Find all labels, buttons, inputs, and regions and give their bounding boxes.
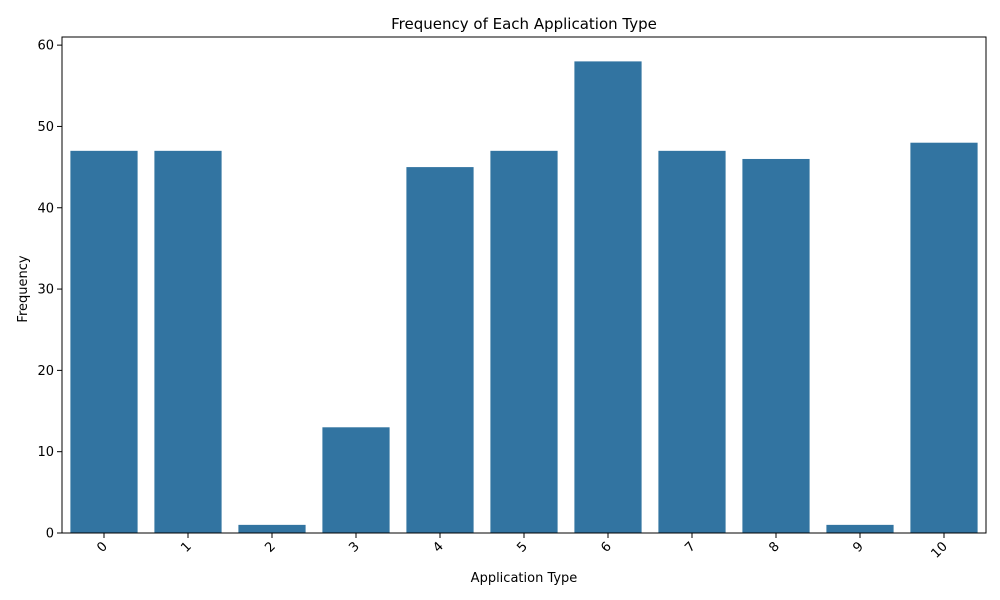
x-axis-label: Application Type [471,571,578,586]
y-axis-label: Frequency [16,255,31,322]
x-tick-label: 6 [598,539,614,555]
x-axis: 0 1 2 3 4 5 6 7 8 9 10 [94,533,951,562]
bar-5 [490,150,558,533]
x-tick-label: 2 [262,539,278,555]
y-tick-label: 30 [37,283,54,298]
y-axis: 0 10 20 30 40 50 60 [37,39,62,542]
bar-2 [238,524,306,533]
y-tick-label: 60 [37,39,54,54]
x-tick-label: 1 [178,539,194,555]
x-tick-label: 0 [94,539,110,555]
x-tick-label: 7 [682,539,698,555]
bar-1 [154,150,222,533]
x-tick-label: 8 [766,539,782,555]
bar-7 [658,150,726,533]
bar-8 [742,158,810,533]
y-tick-label: 0 [46,527,54,542]
x-tick-label: 4 [430,539,446,555]
bar-6 [574,61,642,534]
bar-3 [322,427,390,533]
y-tick-label: 10 [37,445,54,460]
bar-9 [826,524,894,533]
x-tick-label: 3 [346,539,362,555]
x-tick-label: 5 [514,539,530,555]
chart-title: Frequency of Each Application Type [391,15,657,33]
y-tick-label: 20 [37,364,54,379]
plot-frame [61,36,987,534]
y-tick-label: 40 [37,201,54,216]
y-tick-label: 50 [37,120,54,135]
bars-layer [70,61,978,534]
x-tick-label: 9 [850,539,866,555]
bar-10 [910,142,978,533]
bar-0 [70,150,138,533]
x-tick-label: 10 [929,539,951,561]
bar-4 [406,167,474,533]
